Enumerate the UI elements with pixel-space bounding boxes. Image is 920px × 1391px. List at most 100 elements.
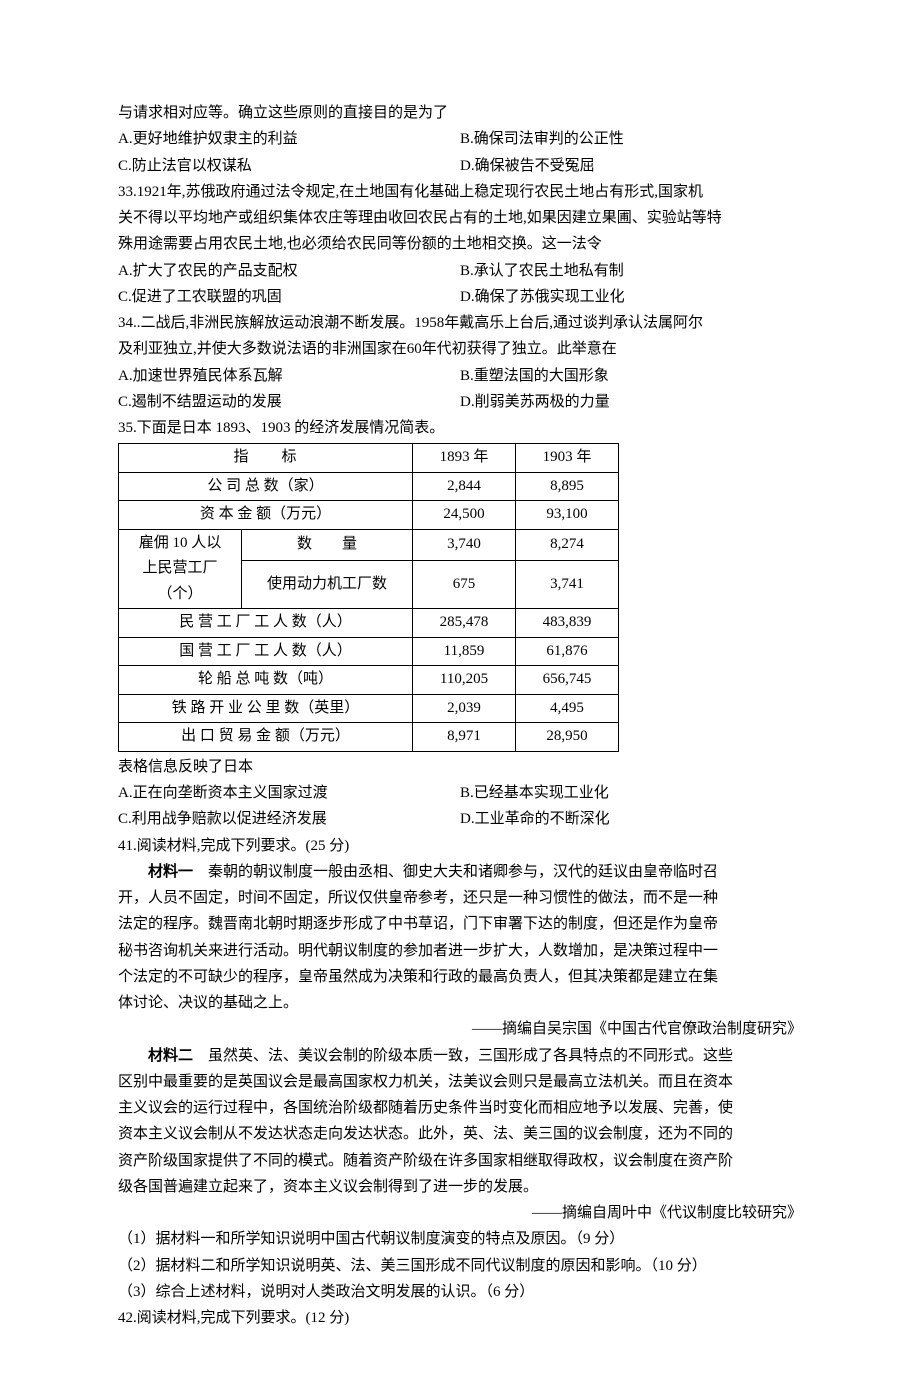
q34-stem-2: 及利亚独立,并使大多数说法语的非洲国家在60年代初获得了独立。此举意在 <box>118 336 802 362</box>
cell-v1: 11,859 <box>413 637 516 666</box>
cell-merged-left: 雇佣 10 人以 上民营工厂 （个） <box>119 529 242 609</box>
q32-options-row1: A.更好地维护奴隶主的利益 B.确保司法审判的公正性 <box>118 126 802 152</box>
cell-label: 铁 路 开 业 公 里 数（英里） <box>119 694 413 723</box>
table-row: 轮 船 总 吨 数（吨） 110,205 656,745 <box>119 666 619 695</box>
q41-m2: 材料二 虽然英、法、美议会制的阶级本质一致，三国形成了各具特点的不同形式。这些 <box>118 1043 802 1069</box>
q35-opt-a: A.正在向垄断资本主义国家过渡 <box>118 780 460 806</box>
q35-table: 指 标 1893 年 1903 年 公 司 总 数（家） 2,844 8,895… <box>118 443 619 752</box>
merged-text: 雇佣 10 人以 <box>139 535 222 551</box>
m1-text: 法定的程序。魏晋南北朝时期逐步形成了中书草诏，门下审署下达的制度，但还是作为皇帝 <box>118 911 802 937</box>
q33-stem-2: 关不得以平均地产或组织集体农庄等理由收回农民占有的土地,如果因建立果圃、实验站等… <box>118 205 802 231</box>
table-header-row: 指 标 1893 年 1903 年 <box>119 444 619 473</box>
q34-opt-a: A.加速世界殖民体系瓦解 <box>118 363 460 389</box>
exam-page: 与请求相对应等。确立这些原则的直接目的是为了 A.更好地维护奴隶主的利益 B.确… <box>0 0 920 1391</box>
cell-label: 国 营 工 厂 工 人 数（人） <box>119 637 413 666</box>
q33-options-row1: A.扩大了农民的产品支配权 B.承认了农民土地私有制 <box>118 258 802 284</box>
cell-v2: 8,274 <box>516 529 619 560</box>
q34-opt-c: C.遏制不结盟运动的发展 <box>118 389 460 415</box>
cell-v2: 8,895 <box>516 472 619 501</box>
q35-opt-b: B.已经基本实现工业化 <box>460 780 802 806</box>
cell-v1: 24,500 <box>413 501 516 530</box>
q33-opt-c: C.促进了工农联盟的巩固 <box>118 284 460 310</box>
cell-v1: 2,844 <box>413 472 516 501</box>
material-label: 材料一 <box>148 863 193 880</box>
cell-v2: 3,741 <box>516 560 619 609</box>
table-row: 铁 路 开 业 公 里 数（英里） 2,039 4,495 <box>119 694 619 723</box>
cell-label: 公 司 总 数（家） <box>119 472 413 501</box>
q33-opt-a: A.扩大了农民的产品支配权 <box>118 258 460 284</box>
q35-after: 表格信息反映了日本 <box>118 754 802 780</box>
cell-label: 民 营 工 厂 工 人 数（人） <box>119 609 413 638</box>
merged-text: 上民营工厂 <box>142 560 217 576</box>
q41-m1: 材料一 秦朝的朝议制度一般由丞相、御史大夫和诸卿参与，汉代的廷议由皇帝临时召 <box>118 859 802 885</box>
q32-opt-a: A.更好地维护奴隶主的利益 <box>118 126 460 152</box>
table-row: 雇佣 10 人以 上民营工厂 （个） 数 量 3,740 8,274 <box>119 529 619 560</box>
m1-text: 个法定的不可缺少的程序，皇帝虽然成为决策和行政的最高负责人，但其决策都是建立在集 <box>118 964 802 990</box>
m1-text: 体讨论、决议的基础之上。 <box>118 990 802 1016</box>
merged-text: （个） <box>157 586 202 602</box>
q41-sub3: （3）综合上述材料，说明对人类政治文明发展的认识。（6 分） <box>118 1279 802 1305</box>
cell-v2: 4,495 <box>516 694 619 723</box>
q32-opt-c: C.防止法官以权谋私 <box>118 153 460 179</box>
cell-v1: 675 <box>413 560 516 609</box>
table-row: 出 口 贸 易 金 额（万元） 8,971 28,950 <box>119 723 619 752</box>
table-row: 公 司 总 数（家） 2,844 8,895 <box>119 472 619 501</box>
cell-label: 轮 船 总 吨 数（吨） <box>119 666 413 695</box>
q33-options-row2: C.促进了工农联盟的巩固 D.确保了苏俄实现工业化 <box>118 284 802 310</box>
q33-stem-1: 33.1921年,苏俄政府通过法令规定,在土地国有化基础上稳定现行农民土地占有形… <box>118 179 802 205</box>
table-row: 国 营 工 厂 工 人 数（人） 11,859 61,876 <box>119 637 619 666</box>
q32-opt-d: D.确保被告不受冤屈 <box>460 153 802 179</box>
q34-stem-1: 34..二战后,非洲民族解放运动浪潮不断发展。1958年戴高乐上台后,通过谈判承… <box>118 310 802 336</box>
m1-text: 开，人员不固定，时间不固定，所议仅供皇帝参考，还只是一种习惯性的做法，而不是一种 <box>118 885 802 911</box>
cell-v1: 285,478 <box>413 609 516 638</box>
table-row: 民 营 工 厂 工 人 数（人） 285,478 483,839 <box>119 609 619 638</box>
m2-text: 资产阶级国家提供了不同的模式。随着资产阶级在许多国家相继取得政权，议会制度在资产… <box>118 1148 802 1174</box>
q34-opt-b: B.重塑法国的大国形象 <box>460 363 802 389</box>
q34-options-row2: C.遏制不结盟运动的发展 D.削弱美苏两极的力量 <box>118 389 802 415</box>
material-label: 材料二 <box>148 1047 193 1064</box>
cell-v2: 61,876 <box>516 637 619 666</box>
th-1893: 1893 年 <box>413 444 516 473</box>
m2-text: 级各国普遍建立起来了，资本主义议会制得到了进一步的发展。 <box>118 1174 802 1200</box>
q33-stem-3: 殊用途需要占用农民土地,也必须给农民同等份额的土地相交换。这一法令 <box>118 231 802 257</box>
cell-v1: 2,039 <box>413 694 516 723</box>
m1-text: 秦朝的朝议制度一般由丞相、御史大夫和诸卿参与，汉代的廷议由皇帝临时召 <box>193 864 718 880</box>
q35-opt-c: C.利用战争赔款以促进经济发展 <box>118 806 460 832</box>
cell-v2: 483,839 <box>516 609 619 638</box>
cell-label: 资 本 金 额（万元） <box>119 501 413 530</box>
th-1903: 1903 年 <box>516 444 619 473</box>
m2-text: 区别中最重要的是英国议会是最高国家权力机关，法美议会则只是最高立法机关。而且在资… <box>118 1069 802 1095</box>
cell-label: 出 口 贸 易 金 额（万元） <box>119 723 413 752</box>
m2-source: ——摘编自周叶中《代议制度比较研究》 <box>118 1200 802 1226</box>
q32-options-row2: C.防止法官以权谋私 D.确保被告不受冤屈 <box>118 153 802 179</box>
m1-text: 秘书咨询机关来进行活动。明代朝议制度的参加者进一步扩大，人数增加，是决策过程中一 <box>118 938 802 964</box>
m2-text: 主义议会的运行过程中，各国统治阶级都随着历史条件当时变化而相应地予以发展、完善，… <box>118 1095 802 1121</box>
q35-stem: 35.下面是日本 1893、1903 的经济发展情况简表。 <box>118 415 802 441</box>
cell-v2: 656,745 <box>516 666 619 695</box>
m1-source: ——摘编自吴宗国《中国古代官僚政治制度研究》 <box>118 1016 802 1042</box>
q42-title: 42.阅读材料,完成下列要求。(12 分) <box>118 1305 802 1331</box>
th-label: 指 标 <box>119 444 413 473</box>
q35-options-row2: C.利用战争赔款以促进经济发展 D.工业革命的不断深化 <box>118 806 802 832</box>
cell-sublabel: 使用动力机工厂数 <box>242 560 413 609</box>
q35-opt-d: D.工业革命的不断深化 <box>460 806 802 832</box>
cell-v2: 93,100 <box>516 501 619 530</box>
table-row: 资 本 金 额（万元） 24,500 93,100 <box>119 501 619 530</box>
m2-text: 虽然英、法、美议会制的阶级本质一致，三国形成了各具特点的不同形式。这些 <box>193 1048 733 1064</box>
q41-title: 41.阅读材料,完成下列要求。(25 分) <box>118 833 802 859</box>
q34-opt-d: D.削弱美苏两极的力量 <box>460 389 802 415</box>
cell-v2: 28,950 <box>516 723 619 752</box>
q32-stem-tail: 与请求相对应等。确立这些原则的直接目的是为了 <box>118 100 802 126</box>
q35-options-row1: A.正在向垄断资本主义国家过渡 B.已经基本实现工业化 <box>118 780 802 806</box>
m2-text: 资本主义议会制从不发达状态走向发达状态。此外，英、法、美三国的议会制度，还为不同… <box>118 1121 802 1147</box>
q41-sub2: （2）据材料二和所学知识说明英、法、美三国形成不同代议制度的原因和影响。（10 … <box>118 1253 802 1279</box>
q33-opt-b: B.承认了农民土地私有制 <box>460 258 802 284</box>
q32-opt-b: B.确保司法审判的公正性 <box>460 126 802 152</box>
q33-opt-d: D.确保了苏俄实现工业化 <box>460 284 802 310</box>
cell-v1: 110,205 <box>413 666 516 695</box>
cell-v1: 8,971 <box>413 723 516 752</box>
cell-v1: 3,740 <box>413 529 516 560</box>
q34-options-row1: A.加速世界殖民体系瓦解 B.重塑法国的大国形象 <box>118 363 802 389</box>
cell-sublabel: 数 量 <box>242 529 413 560</box>
q41-sub1: （1）据材料一和所学知识说明中国古代朝议制度演变的特点及原因。（9 分） <box>118 1226 802 1252</box>
